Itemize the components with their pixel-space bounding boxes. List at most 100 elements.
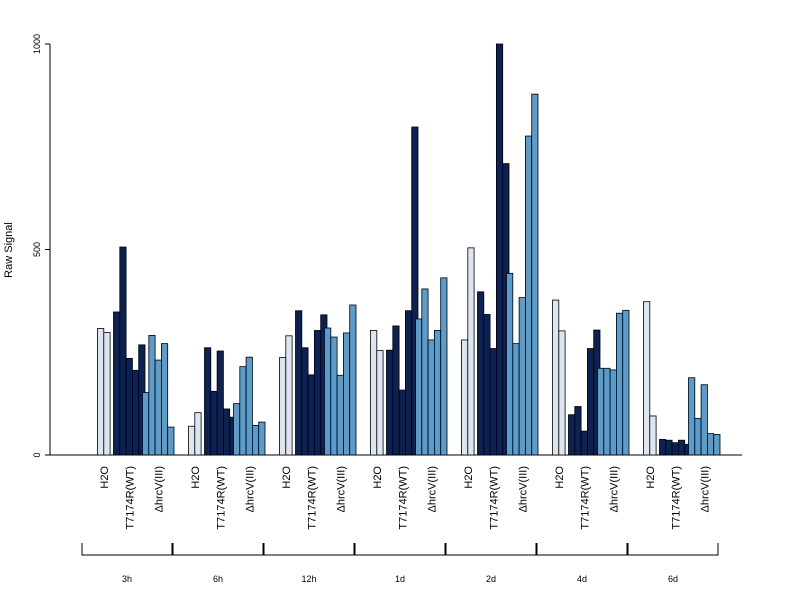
bar-4d-t7174r-wt-1 bbox=[568, 414, 576, 456]
bar-4d-t7174r-wt-3 bbox=[580, 430, 588, 456]
group-label-t7174r-wt: T7174R(WT) bbox=[488, 466, 500, 530]
bar-1d-t7174r-wt-4 bbox=[404, 310, 413, 456]
group-label-hrcv-iii: ΔhrcV(III) bbox=[426, 466, 438, 512]
timepoint-label-3h: 3h bbox=[122, 574, 132, 584]
bar-4d-hrcv-iii-3 bbox=[609, 369, 617, 456]
bar-2d-t7174r-wt-4 bbox=[495, 43, 504, 456]
bar-3h-t7174r-wt-1 bbox=[113, 311, 121, 456]
bar-4d-h2o-2 bbox=[558, 330, 566, 456]
bar-12h-t7174r-wt-4 bbox=[313, 330, 322, 456]
group-label-hrcv-iii: ΔhrcV(III) bbox=[699, 466, 711, 512]
group-label-h2o: H2O bbox=[463, 466, 475, 489]
group-label-hrcv-iii: ΔhrcV(III) bbox=[244, 466, 256, 512]
bar-1d-hrcv-iii-1 bbox=[415, 318, 423, 456]
timepoint-label-1d: 1d bbox=[395, 574, 405, 584]
timepoint-label-12h: 12h bbox=[301, 574, 316, 584]
timepoint-bracket bbox=[536, 543, 628, 556]
bar-4d-hrcv-iii-4 bbox=[616, 312, 624, 456]
bar-6h-hrcv-iii-4 bbox=[251, 425, 260, 456]
bar-6h-t7174r-wt-3 bbox=[216, 350, 224, 456]
bar-3h-hrcv-iii-1 bbox=[142, 392, 150, 456]
bar-2d-h2o-2 bbox=[467, 247, 475, 456]
bar-2d-hrcv-iii-5 bbox=[531, 93, 539, 456]
group-label-t7174r-wt: T7174R(WT) bbox=[306, 466, 318, 530]
bar-6d-h2o-2 bbox=[649, 415, 657, 456]
bar-2d-t7174r-wt-3 bbox=[489, 348, 497, 456]
bar-6d-t7174r-wt-2 bbox=[665, 439, 673, 456]
bar-6h-hrcv-iii-1 bbox=[233, 403, 241, 456]
group-label-h2o: H2O bbox=[99, 466, 111, 489]
bar-6h-t7174r-wt-1 bbox=[204, 347, 212, 456]
bar-4d-t7174r-wt-4 bbox=[587, 348, 595, 456]
timepoint-bracket bbox=[445, 543, 537, 556]
bar-1d-hrcv-iii-2 bbox=[421, 288, 429, 456]
bar-12h-hrcv-iii-3 bbox=[336, 374, 344, 456]
bar-6d-h2o-1 bbox=[643, 301, 651, 456]
bar-6h-hrcv-iii-2 bbox=[239, 366, 247, 456]
group-label-t7174r-wt: T7174R(WT) bbox=[215, 466, 227, 530]
bar-6h-h2o-2 bbox=[194, 412, 202, 456]
timepoint-label-4d: 4d bbox=[577, 574, 587, 584]
bar-3h-t7174r-wt-2 bbox=[119, 246, 127, 456]
bar-1d-hrcv-iii-3 bbox=[427, 339, 435, 456]
group-label-t7174r-wt: T7174R(WT) bbox=[579, 466, 591, 530]
bar-6d-t7174r-wt-4 bbox=[678, 439, 686, 456]
group-label-h2o: H2O bbox=[554, 466, 566, 489]
axis-layer: 0 500 1000 bbox=[32, 34, 742, 556]
bar-1d-hrcv-iii-4 bbox=[433, 330, 442, 456]
bar-2d-hrcv-iii-3 bbox=[518, 297, 526, 456]
bar-12h-t7174r-wt-1 bbox=[295, 310, 303, 456]
bar-1d-t7174r-wt-3 bbox=[398, 389, 406, 456]
timepoint-bracket bbox=[627, 543, 719, 556]
bar-2d-t7174r-wt-2 bbox=[483, 314, 491, 456]
bar-3h-hrcv-iii-3 bbox=[154, 359, 162, 456]
bar-1d-t7174r-wt-1 bbox=[386, 349, 394, 456]
group-label-t7174r-wt: T7174R(WT) bbox=[670, 466, 682, 530]
bar-6d-hrcv-iii-4 bbox=[707, 433, 715, 456]
bar-12h-hrcv-iii-5 bbox=[349, 304, 357, 456]
bar-1d-t7174r-wt-2 bbox=[392, 325, 400, 456]
bar-2d-t7174r-wt-1 bbox=[477, 291, 485, 456]
y-axis-label: Raw Signal bbox=[3, 222, 15, 278]
y-tick-label: 0 bbox=[32, 452, 42, 457]
bar-6h-t7174r-wt-2 bbox=[210, 390, 218, 456]
bar-2d-hrcv-iii-2 bbox=[512, 343, 520, 456]
group-label-h2o: H2O bbox=[372, 466, 384, 489]
bar-4d-hrcv-iii-1 bbox=[597, 367, 605, 456]
bar-6d-hrcv-iii-5 bbox=[713, 434, 721, 456]
bar-1d-t7174r-wt-5 bbox=[411, 126, 419, 456]
bar-1d-hrcv-iii-5 bbox=[440, 277, 448, 456]
bar-2d-hrcv-iii-4 bbox=[525, 135, 533, 456]
bar-3h-t7174r-wt-3 bbox=[125, 358, 133, 456]
group-label-h2o: H2O bbox=[190, 466, 202, 489]
group-label-hrcv-iii: ΔhrcV(III) bbox=[335, 466, 347, 512]
bar-12h-t7174r-wt-2 bbox=[301, 347, 309, 456]
bar-12h-t7174r-wt-3 bbox=[307, 374, 315, 456]
bar-12h-hrcv-iii-2 bbox=[330, 336, 338, 456]
y-tick-label: 500 bbox=[32, 242, 42, 257]
timepoint-bracket bbox=[263, 543, 355, 556]
bar-6h-hrcv-iii-5 bbox=[258, 421, 266, 456]
bar-6d-hrcv-iii-2 bbox=[694, 418, 702, 456]
bar-6d-t7174r-wt-3 bbox=[671, 442, 679, 456]
bar-4d-hrcv-iii-2 bbox=[603, 367, 611, 456]
bar-6d-t7174r-wt-1 bbox=[659, 438, 667, 456]
bar-6d-hrcv-iii-3 bbox=[700, 384, 708, 456]
timepoint-bracket bbox=[354, 543, 446, 556]
bar-1d-h2o-1 bbox=[370, 330, 378, 456]
y-tick-label: 1000 bbox=[32, 34, 42, 54]
group-label-t7174r-wt: T7174R(WT) bbox=[397, 466, 409, 530]
bar-4d-hrcv-iii-5 bbox=[622, 309, 630, 456]
bar-3h-hrcv-iii-2 bbox=[148, 334, 156, 456]
bar-3h-hrcv-iii-4 bbox=[160, 343, 169, 456]
bar-4d-t7174r-wt-2 bbox=[574, 406, 582, 456]
group-label-t7174r-wt: T7174R(WT) bbox=[124, 466, 136, 530]
bar-6h-t7174r-wt-4 bbox=[222, 408, 231, 456]
timepoint-bracket bbox=[81, 543, 173, 556]
label-layer: H2O T7174R(WT) ΔhrcV(III) 3h H2O T7174R(WT) Δh… bbox=[99, 466, 711, 584]
bar-12h-hrcv-iii-4 bbox=[342, 332, 351, 456]
timepoint-label-6h: 6h bbox=[213, 574, 223, 584]
bar-6d-hrcv-iii-1 bbox=[688, 377, 696, 456]
